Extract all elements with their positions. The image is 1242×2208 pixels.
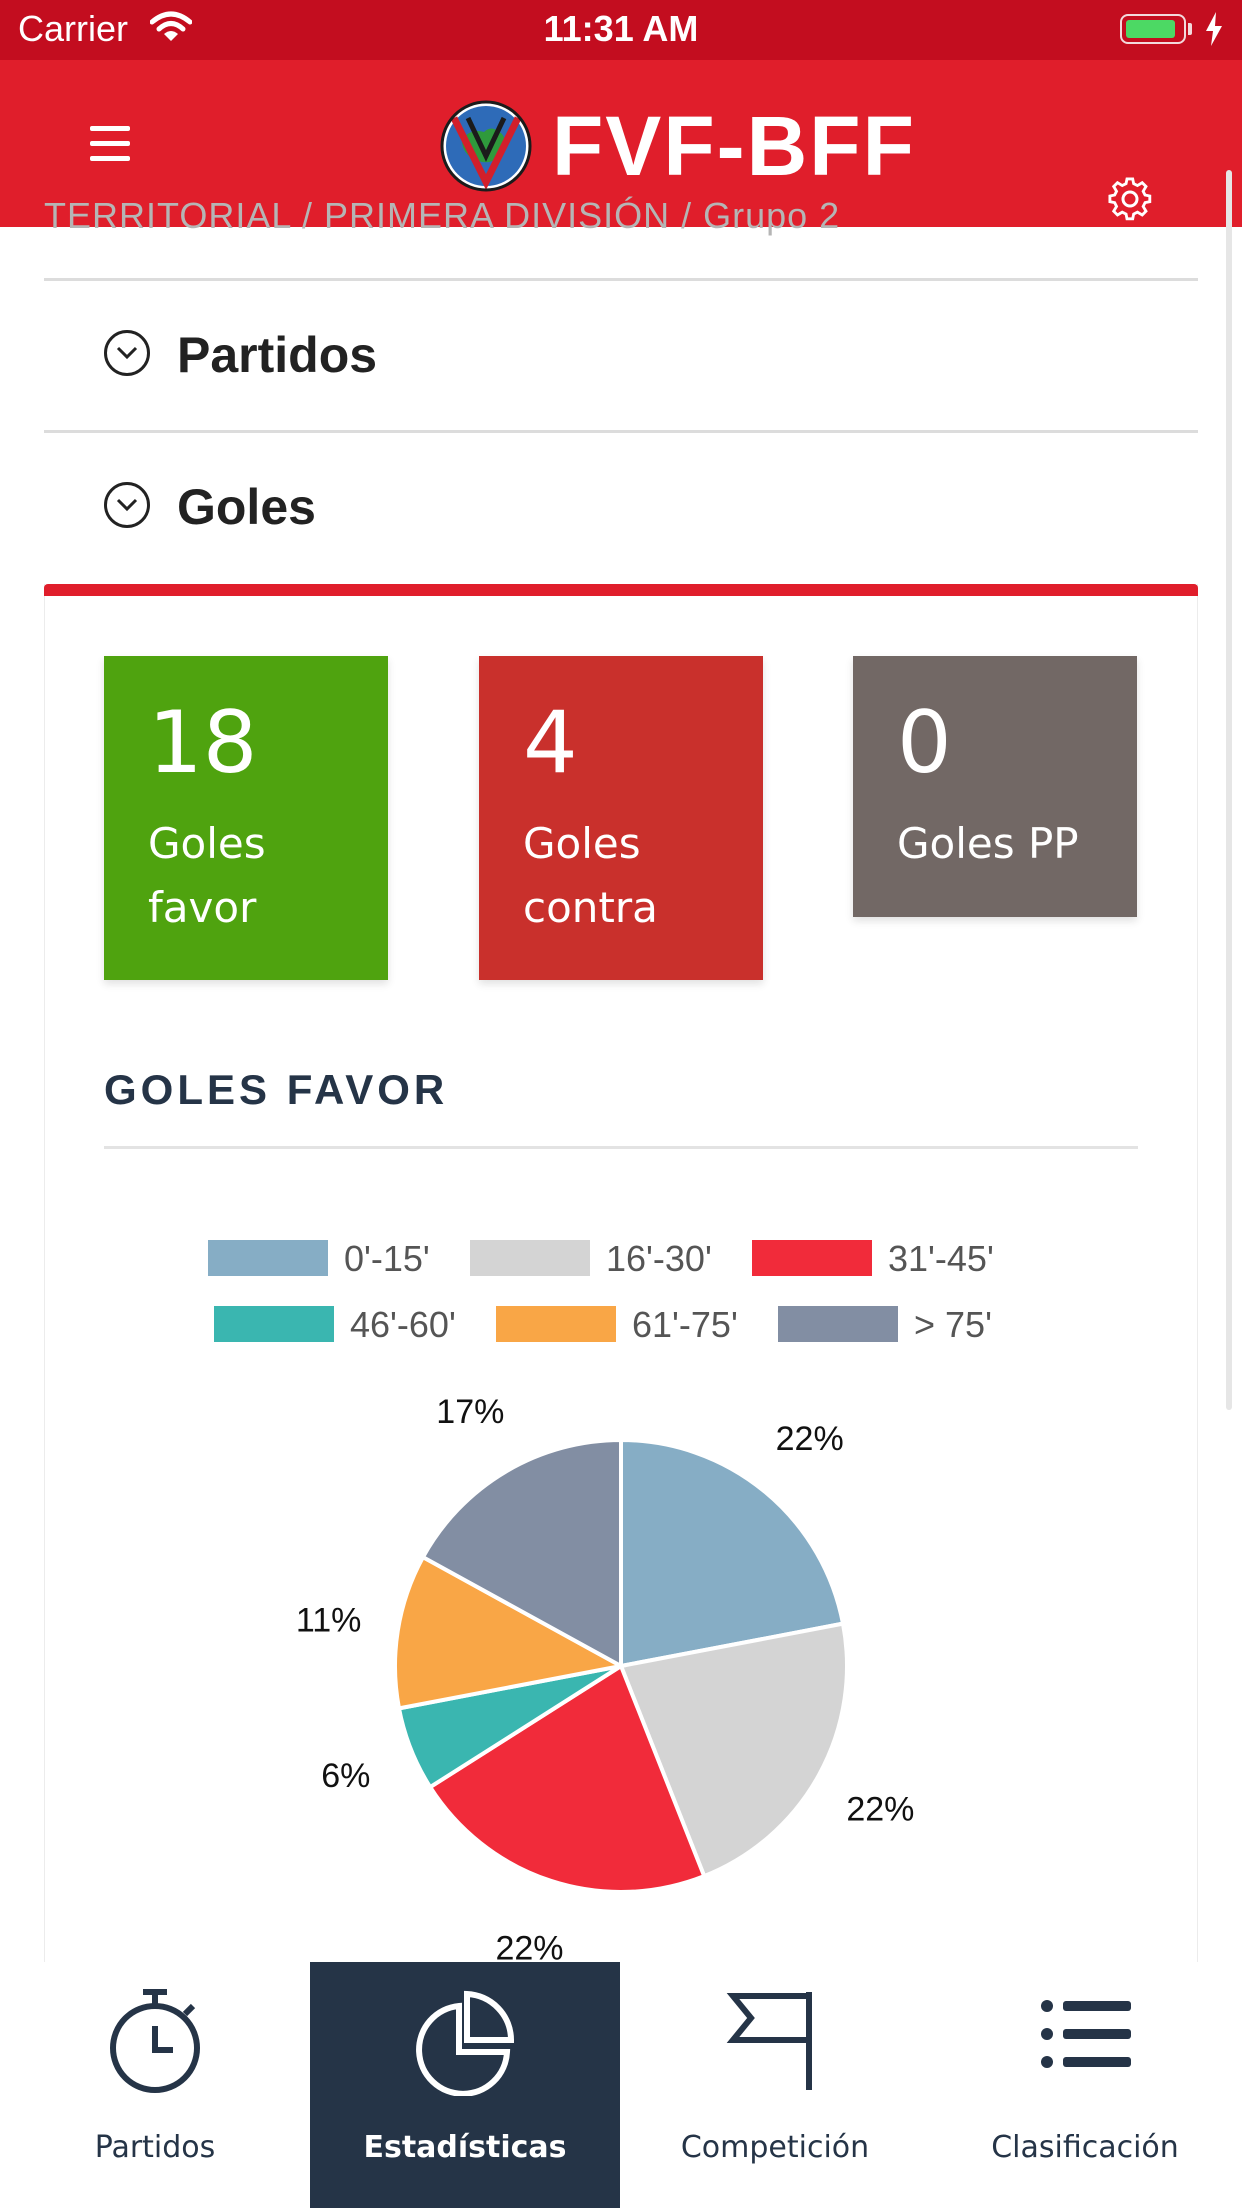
pie-data-label: 22% xyxy=(846,1791,914,1829)
legend-label: 61'-75' xyxy=(632,1304,738,1345)
pie-data-label: 22% xyxy=(495,1930,563,1960)
pie-slice xyxy=(393,1554,627,1711)
tab-label: Competición xyxy=(680,2130,870,2165)
legend-swatch xyxy=(470,1240,590,1276)
brand-title: FVF-BFF xyxy=(552,99,916,193)
pie-slice xyxy=(618,1621,849,1879)
legend-swatch xyxy=(778,1306,898,1342)
legend-swatch xyxy=(496,1306,616,1342)
stopwatch-icon xyxy=(110,1989,200,2093)
status-bar: Carrier 11:31 AM xyxy=(0,0,1242,60)
tab-partidos[interactable]: Partidos xyxy=(0,1962,310,2208)
pie-data-label: 22% xyxy=(776,1420,844,1458)
stat-label: Goles favor xyxy=(148,819,266,932)
legend-swatch xyxy=(752,1240,872,1276)
battery-icon xyxy=(1120,14,1186,44)
legend-label: 0'-15' xyxy=(344,1238,430,1279)
federation-logo xyxy=(440,100,532,192)
tab-clasificacion[interactable]: Clasificación xyxy=(930,1962,1240,2208)
pie-slice xyxy=(420,1437,623,1670)
tab-label: Clasificación xyxy=(991,2130,1179,2165)
scrollbar[interactable] xyxy=(1226,170,1232,1410)
bottom-tab-bar: Partidos Estadísticas Competición C xyxy=(0,1962,1242,2208)
legend-label: 16'-30' xyxy=(606,1238,712,1279)
stat-label: Goles contra xyxy=(523,819,658,932)
legend-label: > 75' xyxy=(914,1304,992,1345)
wifi-icon xyxy=(150,11,192,41)
accordion-goles[interactable]: Goles xyxy=(44,432,1198,582)
goles-panel xyxy=(44,584,1198,1964)
gear-icon[interactable] xyxy=(1108,177,1152,221)
legend-swatch xyxy=(214,1306,334,1342)
carrier-label: Carrier xyxy=(18,8,129,49)
stat-value: 0 xyxy=(897,693,952,793)
chevron-down-icon xyxy=(104,482,150,528)
legend-swatch xyxy=(208,1240,328,1276)
pie-chart-icon xyxy=(416,1990,515,2096)
goles-favor-pie-chart: 22% 22% 22% 6% 11% 17% xyxy=(296,1393,915,1960)
pie-data-label: 6% xyxy=(321,1757,370,1795)
panel-accent-bar xyxy=(44,584,1198,596)
pie-data-label: 11% xyxy=(296,1602,362,1640)
divider xyxy=(44,278,1198,281)
tab-estadisticas[interactable]: Estadísticas xyxy=(310,1962,620,2208)
hamburger-menu-icon[interactable] xyxy=(90,126,130,162)
accordion-partidos[interactable]: Partidos xyxy=(44,280,1198,430)
accordion-label: Goles xyxy=(177,479,316,535)
chart-section-title: GOLES FAVOR xyxy=(104,1066,449,1113)
breadcrumb: TERRITORIAL / PRIMERA DIVISIÓN / Grupo 2 xyxy=(44,195,841,236)
legend-label: 31'-45' xyxy=(888,1238,994,1279)
stat-value: 18 xyxy=(148,693,258,793)
stat-value: 4 xyxy=(523,693,578,793)
pie-slice xyxy=(427,1663,707,1894)
tab-label: Partidos xyxy=(94,2130,216,2165)
accordion-label: Partidos xyxy=(177,327,378,383)
divider xyxy=(104,1146,1138,1149)
stat-card-goles-pp: 0 Goles PP xyxy=(853,656,1137,917)
charging-bolt-icon xyxy=(1206,12,1222,46)
divider xyxy=(44,430,1198,433)
legend-label: 46'-60' xyxy=(350,1304,456,1345)
flag-icon xyxy=(726,1992,812,2090)
tab-competicion[interactable]: Competición xyxy=(620,1962,930,2208)
stat-label: Goles PP xyxy=(897,819,1079,868)
list-icon xyxy=(1041,2000,1131,2068)
app-header: FVF-BFF xyxy=(0,60,1242,227)
pie-data-label: 17% xyxy=(436,1393,504,1431)
stat-card-goles-contra: 4 Goles contra xyxy=(479,656,763,980)
tab-label: Estadísticas xyxy=(363,2130,567,2165)
battery-tip xyxy=(1188,23,1192,35)
clock: 11:31 AM xyxy=(543,8,699,49)
stat-card-goles-favor: 18 Goles favor xyxy=(104,656,388,980)
chevron-down-icon xyxy=(104,330,150,376)
pie-slice xyxy=(619,1437,846,1669)
